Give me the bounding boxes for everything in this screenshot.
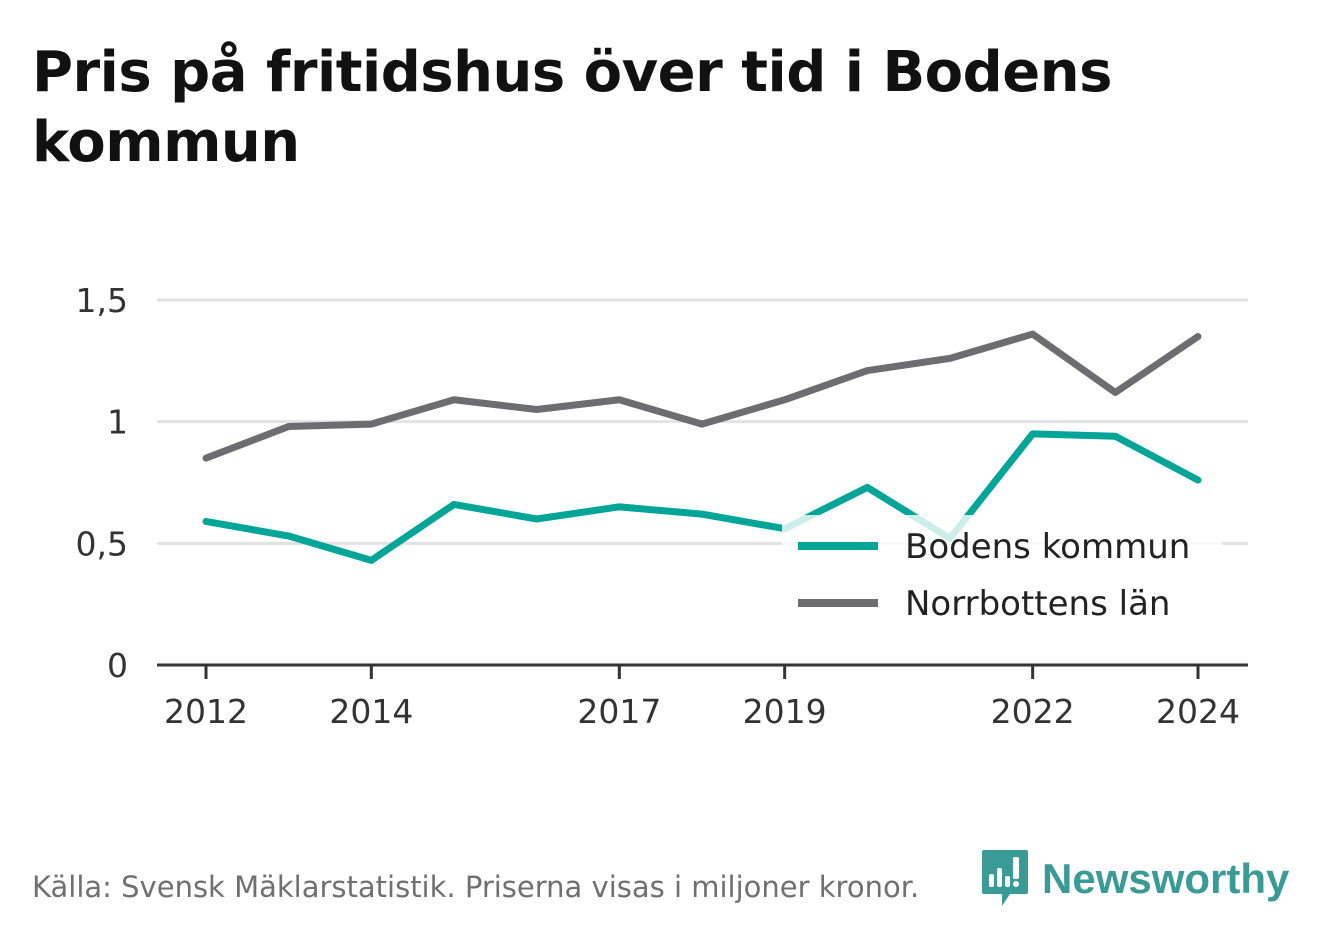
x-tick-label-1: 2014 (329, 692, 413, 731)
y-tick-label-0: 0 (107, 646, 128, 685)
legend-label-1: Norrbottens län (905, 584, 1170, 624)
x-tick-label-4: 2022 (991, 692, 1075, 731)
x-axis (157, 663, 1248, 679)
source-note: Källa: Svensk Mäklarstatistik. Priserna … (32, 870, 920, 904)
y-tick-labels: 0 0,5 1 1,5 (76, 281, 128, 685)
x-tick-label-2: 2017 (577, 692, 661, 731)
brand-logo: Newsworthy (980, 848, 1289, 910)
y-tick-label-3: 1,5 (76, 281, 128, 320)
series-lines (202, 330, 1202, 564)
newsworthy-logo-icon (982, 850, 1028, 906)
x-tick-label-0: 2012 (164, 692, 248, 731)
legend: Bodens kommun Norrbottens län (782, 515, 1222, 635)
y-tick-label-1: 0,5 (76, 524, 128, 563)
legend-background (782, 515, 1222, 635)
y-tick-label-2: 1 (107, 403, 128, 442)
x-tick-label-3: 2019 (743, 692, 827, 731)
brand-name: Newsworthy (1042, 855, 1290, 902)
x-tick-label-5: 2024 (1156, 692, 1240, 731)
series-line-1 (202, 330, 1202, 462)
chart-title: Pris på fritidshus över tid i Bodens kom… (32, 40, 1112, 175)
legend-label-0: Bodens kommun (905, 527, 1190, 567)
x-tick-labels: 2012 2014 2017 2019 2022 2024 (164, 692, 1240, 731)
